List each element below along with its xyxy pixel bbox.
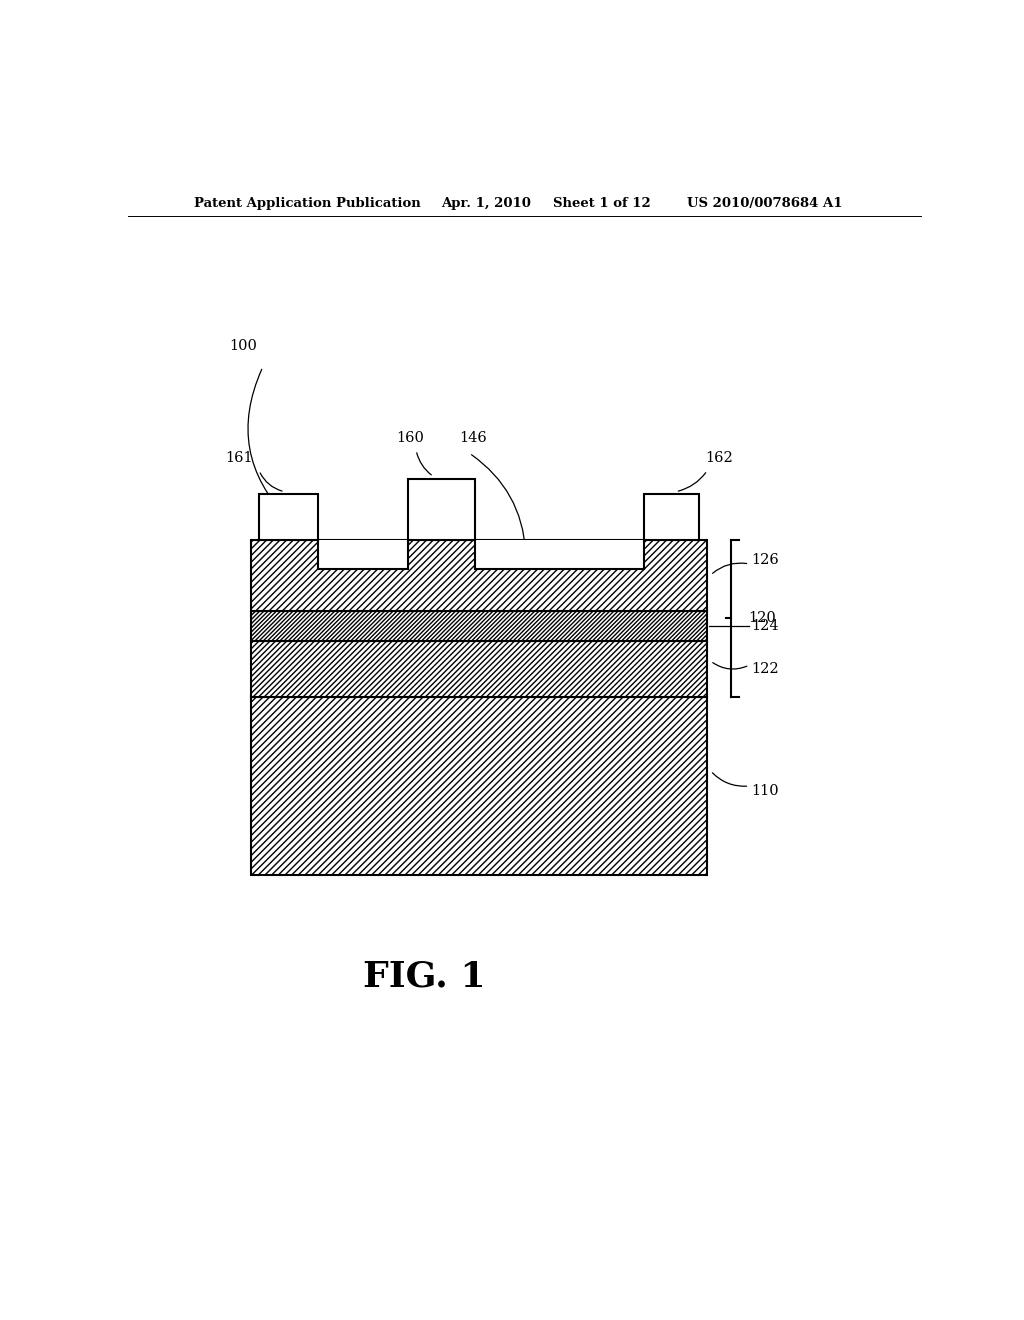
- Text: Patent Application Publication: Patent Application Publication: [194, 197, 421, 210]
- Text: 100: 100: [229, 339, 257, 354]
- Bar: [475, 540, 644, 569]
- Text: 160: 160: [396, 430, 424, 445]
- Bar: [259, 494, 318, 540]
- Text: 124: 124: [751, 619, 778, 634]
- Text: 161: 161: [225, 451, 253, 465]
- Text: Apr. 1, 2010: Apr. 1, 2010: [441, 197, 531, 210]
- Text: 146: 146: [460, 430, 487, 445]
- Text: 120: 120: [749, 611, 776, 626]
- Text: 122: 122: [751, 663, 778, 676]
- Bar: [251, 697, 708, 875]
- Text: 162: 162: [706, 451, 733, 465]
- Bar: [251, 642, 708, 697]
- Text: 110: 110: [751, 784, 778, 799]
- Bar: [251, 611, 708, 642]
- Text: FIG. 1: FIG. 1: [364, 960, 485, 994]
- Bar: [318, 540, 408, 569]
- Text: 126: 126: [751, 553, 778, 566]
- Bar: [251, 540, 708, 611]
- Bar: [644, 494, 699, 540]
- Text: US 2010/0078684 A1: US 2010/0078684 A1: [687, 197, 843, 210]
- Bar: [408, 479, 475, 540]
- Text: Sheet 1 of 12: Sheet 1 of 12: [553, 197, 650, 210]
